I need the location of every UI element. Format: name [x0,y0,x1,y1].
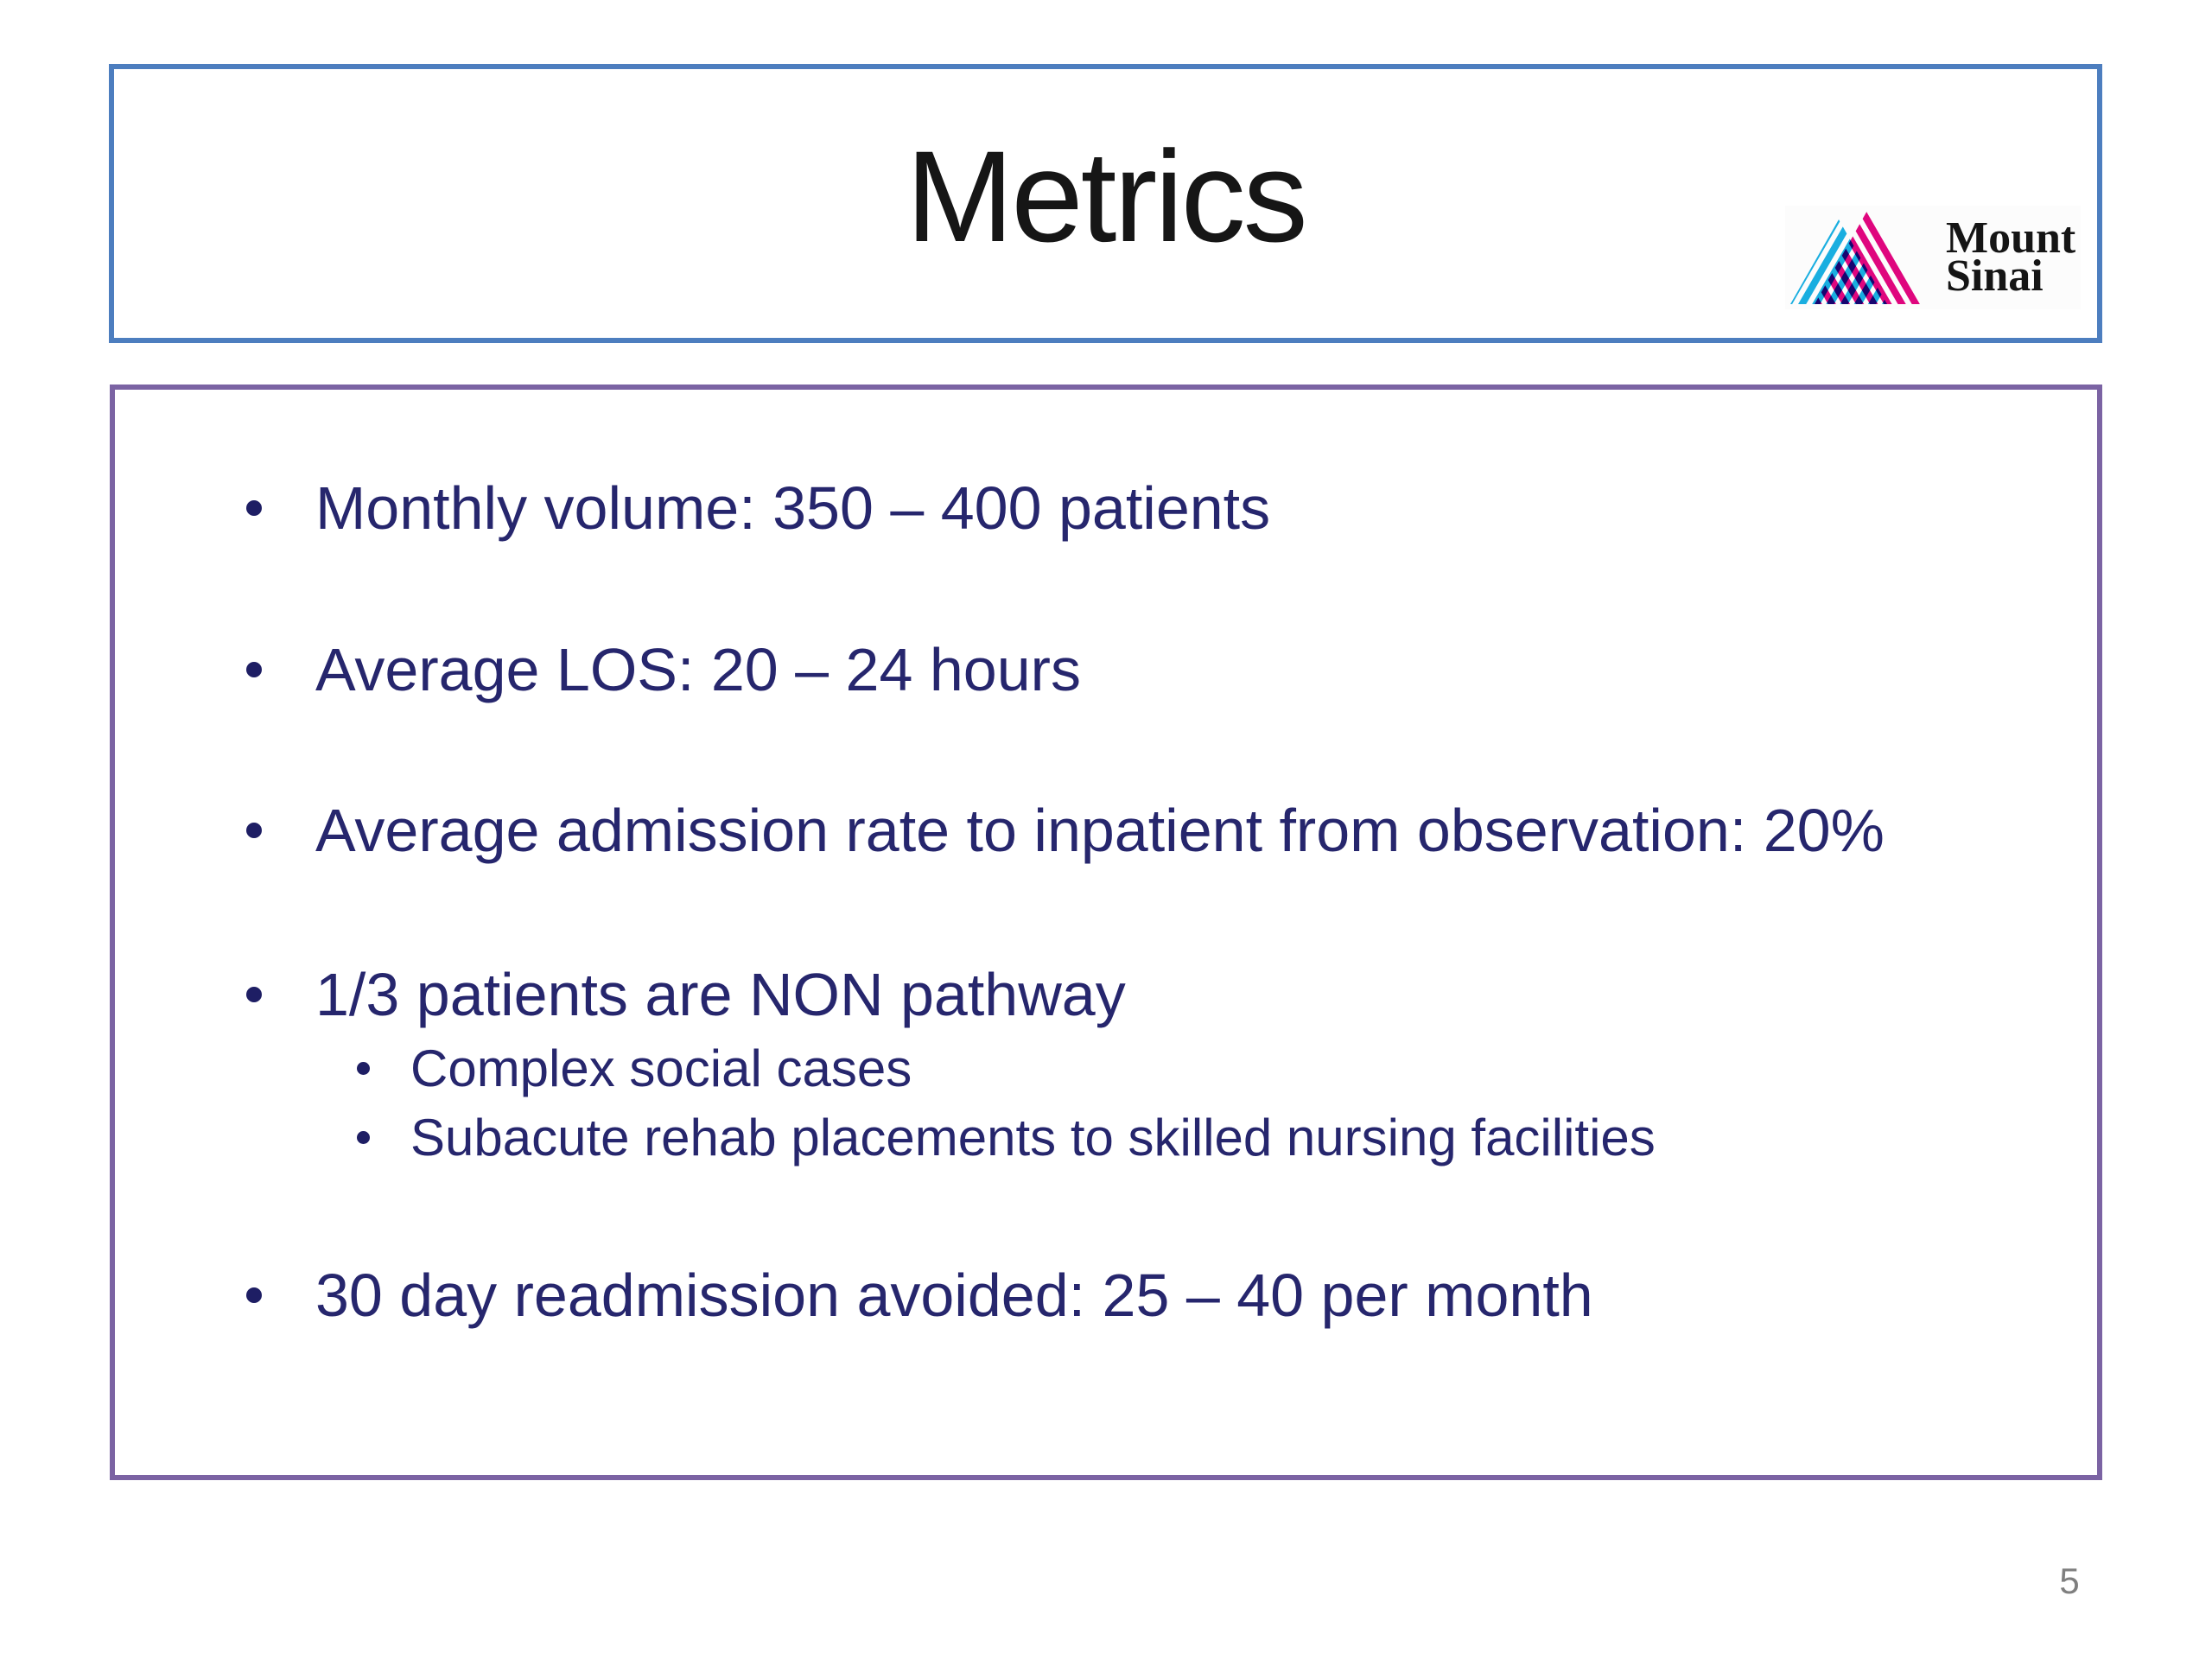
bullet-item: Average admission rate to inpatient from… [246,792,1885,868]
bullet-text: Complex social cases [410,1039,912,1097]
bullet-dot-icon [246,500,262,516]
logo-wordmark: Mount Sinai [1941,213,2076,301]
sub-bullet-item: Complex social cases [357,1035,912,1101]
bullet-dot-icon [246,1287,262,1303]
bullet-item: 1/3 patients are NON pathway [246,957,1126,1033]
page-number: 5 [2059,1560,2080,1601]
mountain-logo-icon [1790,209,1922,304]
bullet-item: Average LOS: 20 – 24 hours [246,632,1081,708]
mount-sinai-logo: Mount Sinai [1785,206,2081,309]
title-box: Metrics [109,64,2102,343]
bullet-text: Monthly volume: 350 – 400 patients [315,474,1271,542]
bullet-dot-icon [246,987,262,1002]
bullet-dot-icon [357,1130,370,1144]
bullet-text: 30 day readmission avoided: 25 – 40 per … [315,1262,1593,1329]
page-title: Metrics [906,124,1307,269]
bullet-text: 1/3 patients are NON pathway [315,961,1126,1028]
bullet-text: Average admission rate to inpatient from… [315,797,1885,864]
logo-word-sinai: Sinai [1946,251,2044,301]
logo-word-mount: Mount [1946,213,2076,263]
bullet-item: Monthly volume: 350 – 400 patients [246,470,1270,546]
content-box [110,385,2102,1480]
bullet-dot-icon [357,1061,370,1075]
bullet-dot-icon [246,662,262,677]
bullet-text: Subacute rehab placements to skilled nur… [410,1108,1656,1166]
sub-bullet-item: Subacute rehab placements to skilled nur… [357,1104,1656,1170]
bullet-dot-icon [246,823,262,838]
bullet-text: Average LOS: 20 – 24 hours [315,636,1081,703]
bullet-item: 30 day readmission avoided: 25 – 40 per … [246,1257,1593,1333]
